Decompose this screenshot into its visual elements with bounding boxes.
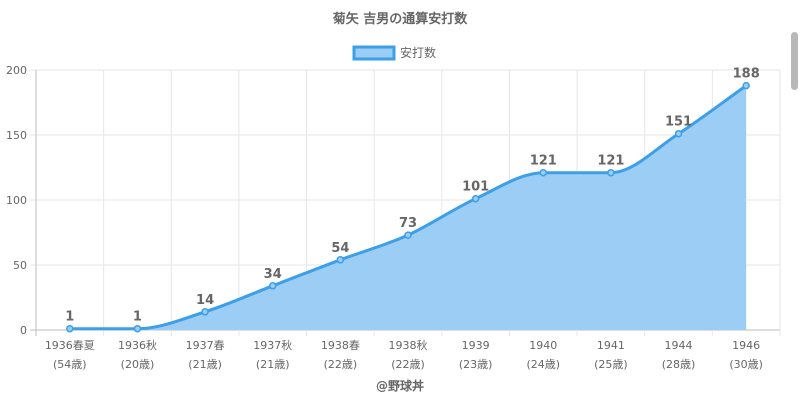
x-tick-sublabel: (24歳) bbox=[526, 358, 560, 371]
data-label: 188 bbox=[733, 67, 760, 82]
data-point bbox=[607, 168, 615, 177]
x-tick-sublabel: (28歳) bbox=[662, 358, 696, 371]
series-area bbox=[69, 85, 747, 330]
chart-title: 菊矢 吉男の通算安打数 bbox=[333, 11, 469, 27]
x-tick-sublabel: (21歳) bbox=[256, 358, 290, 371]
x-tick-label: 1938春 bbox=[321, 339, 360, 352]
y-tick-label: 0 bbox=[20, 324, 27, 337]
data-point bbox=[336, 256, 345, 264]
data-point bbox=[674, 129, 683, 138]
legend[interactable]: 安打数 bbox=[352, 45, 436, 61]
data-point bbox=[404, 231, 412, 239]
x-tick-label: 1938秋 bbox=[389, 338, 428, 352]
x-tick-label: 1940 bbox=[529, 339, 557, 352]
data-point bbox=[268, 282, 277, 290]
x-tick-sublabel: (23歳) bbox=[459, 358, 493, 371]
x-axis: 1936春夏 (54歳) 1936秋 (20歳) 1937春 (21歳) 1937秋 (21歳… bbox=[45, 338, 763, 371]
y-axis: 0 50 100 150 200 bbox=[6, 64, 27, 337]
y-tick-label: 100 bbox=[6, 194, 27, 207]
y-tick-label: 150 bbox=[6, 129, 27, 142]
data-label: 121 bbox=[530, 154, 557, 169]
data-label: 1 bbox=[133, 310, 142, 325]
y-tick-label: 200 bbox=[6, 64, 27, 77]
x-tick-label: 1946 bbox=[732, 339, 760, 352]
credit-text: @野球丼 bbox=[376, 378, 424, 393]
x-tick-sublabel: (21歳) bbox=[188, 358, 222, 371]
data-point bbox=[201, 308, 209, 316]
data-label: 121 bbox=[597, 154, 624, 169]
x-tick-sublabel: (20歳) bbox=[121, 358, 155, 371]
data-point bbox=[471, 194, 480, 203]
x-tick-label: 1936秋 bbox=[118, 338, 157, 352]
x-tick-label: 1936春夏 bbox=[45, 339, 95, 352]
x-tick-sublabel: (22歳) bbox=[324, 358, 358, 371]
data-label: 54 bbox=[331, 241, 349, 256]
data-label: 1 bbox=[65, 310, 74, 325]
x-tick-sublabel: (22歳) bbox=[391, 358, 425, 371]
data-label: 151 bbox=[665, 115, 692, 130]
data-point bbox=[133, 324, 142, 333]
x-tick-label: 1944 bbox=[665, 339, 693, 352]
data-label: 14 bbox=[196, 293, 214, 308]
data-point bbox=[742, 81, 750, 90]
x-tick-label: 1941 bbox=[597, 339, 625, 352]
data-label: 34 bbox=[264, 267, 282, 282]
y-tick-label: 50 bbox=[13, 259, 27, 272]
x-tick-label: 1937春 bbox=[186, 339, 225, 352]
data-label: 101 bbox=[462, 180, 489, 195]
data-point bbox=[539, 168, 548, 177]
x-tick-sublabel: (54歳) bbox=[53, 358, 87, 371]
data-labels: 1 1 14 34 54 73 101 121 121 151 188 bbox=[65, 67, 759, 325]
x-tick-sublabel: (30歳) bbox=[729, 358, 763, 371]
x-tick-label: 1937秋 bbox=[253, 338, 292, 352]
scrollbar-thumb[interactable] bbox=[791, 32, 798, 90]
legend-swatch bbox=[352, 45, 396, 61]
data-points bbox=[66, 81, 750, 333]
legend-label: 安打数 bbox=[400, 45, 436, 60]
data-point bbox=[66, 324, 74, 333]
x-tick-sublabel: (25歳) bbox=[594, 358, 628, 371]
data-label: 73 bbox=[399, 216, 417, 231]
x-tick-label: 1939 bbox=[462, 339, 490, 352]
